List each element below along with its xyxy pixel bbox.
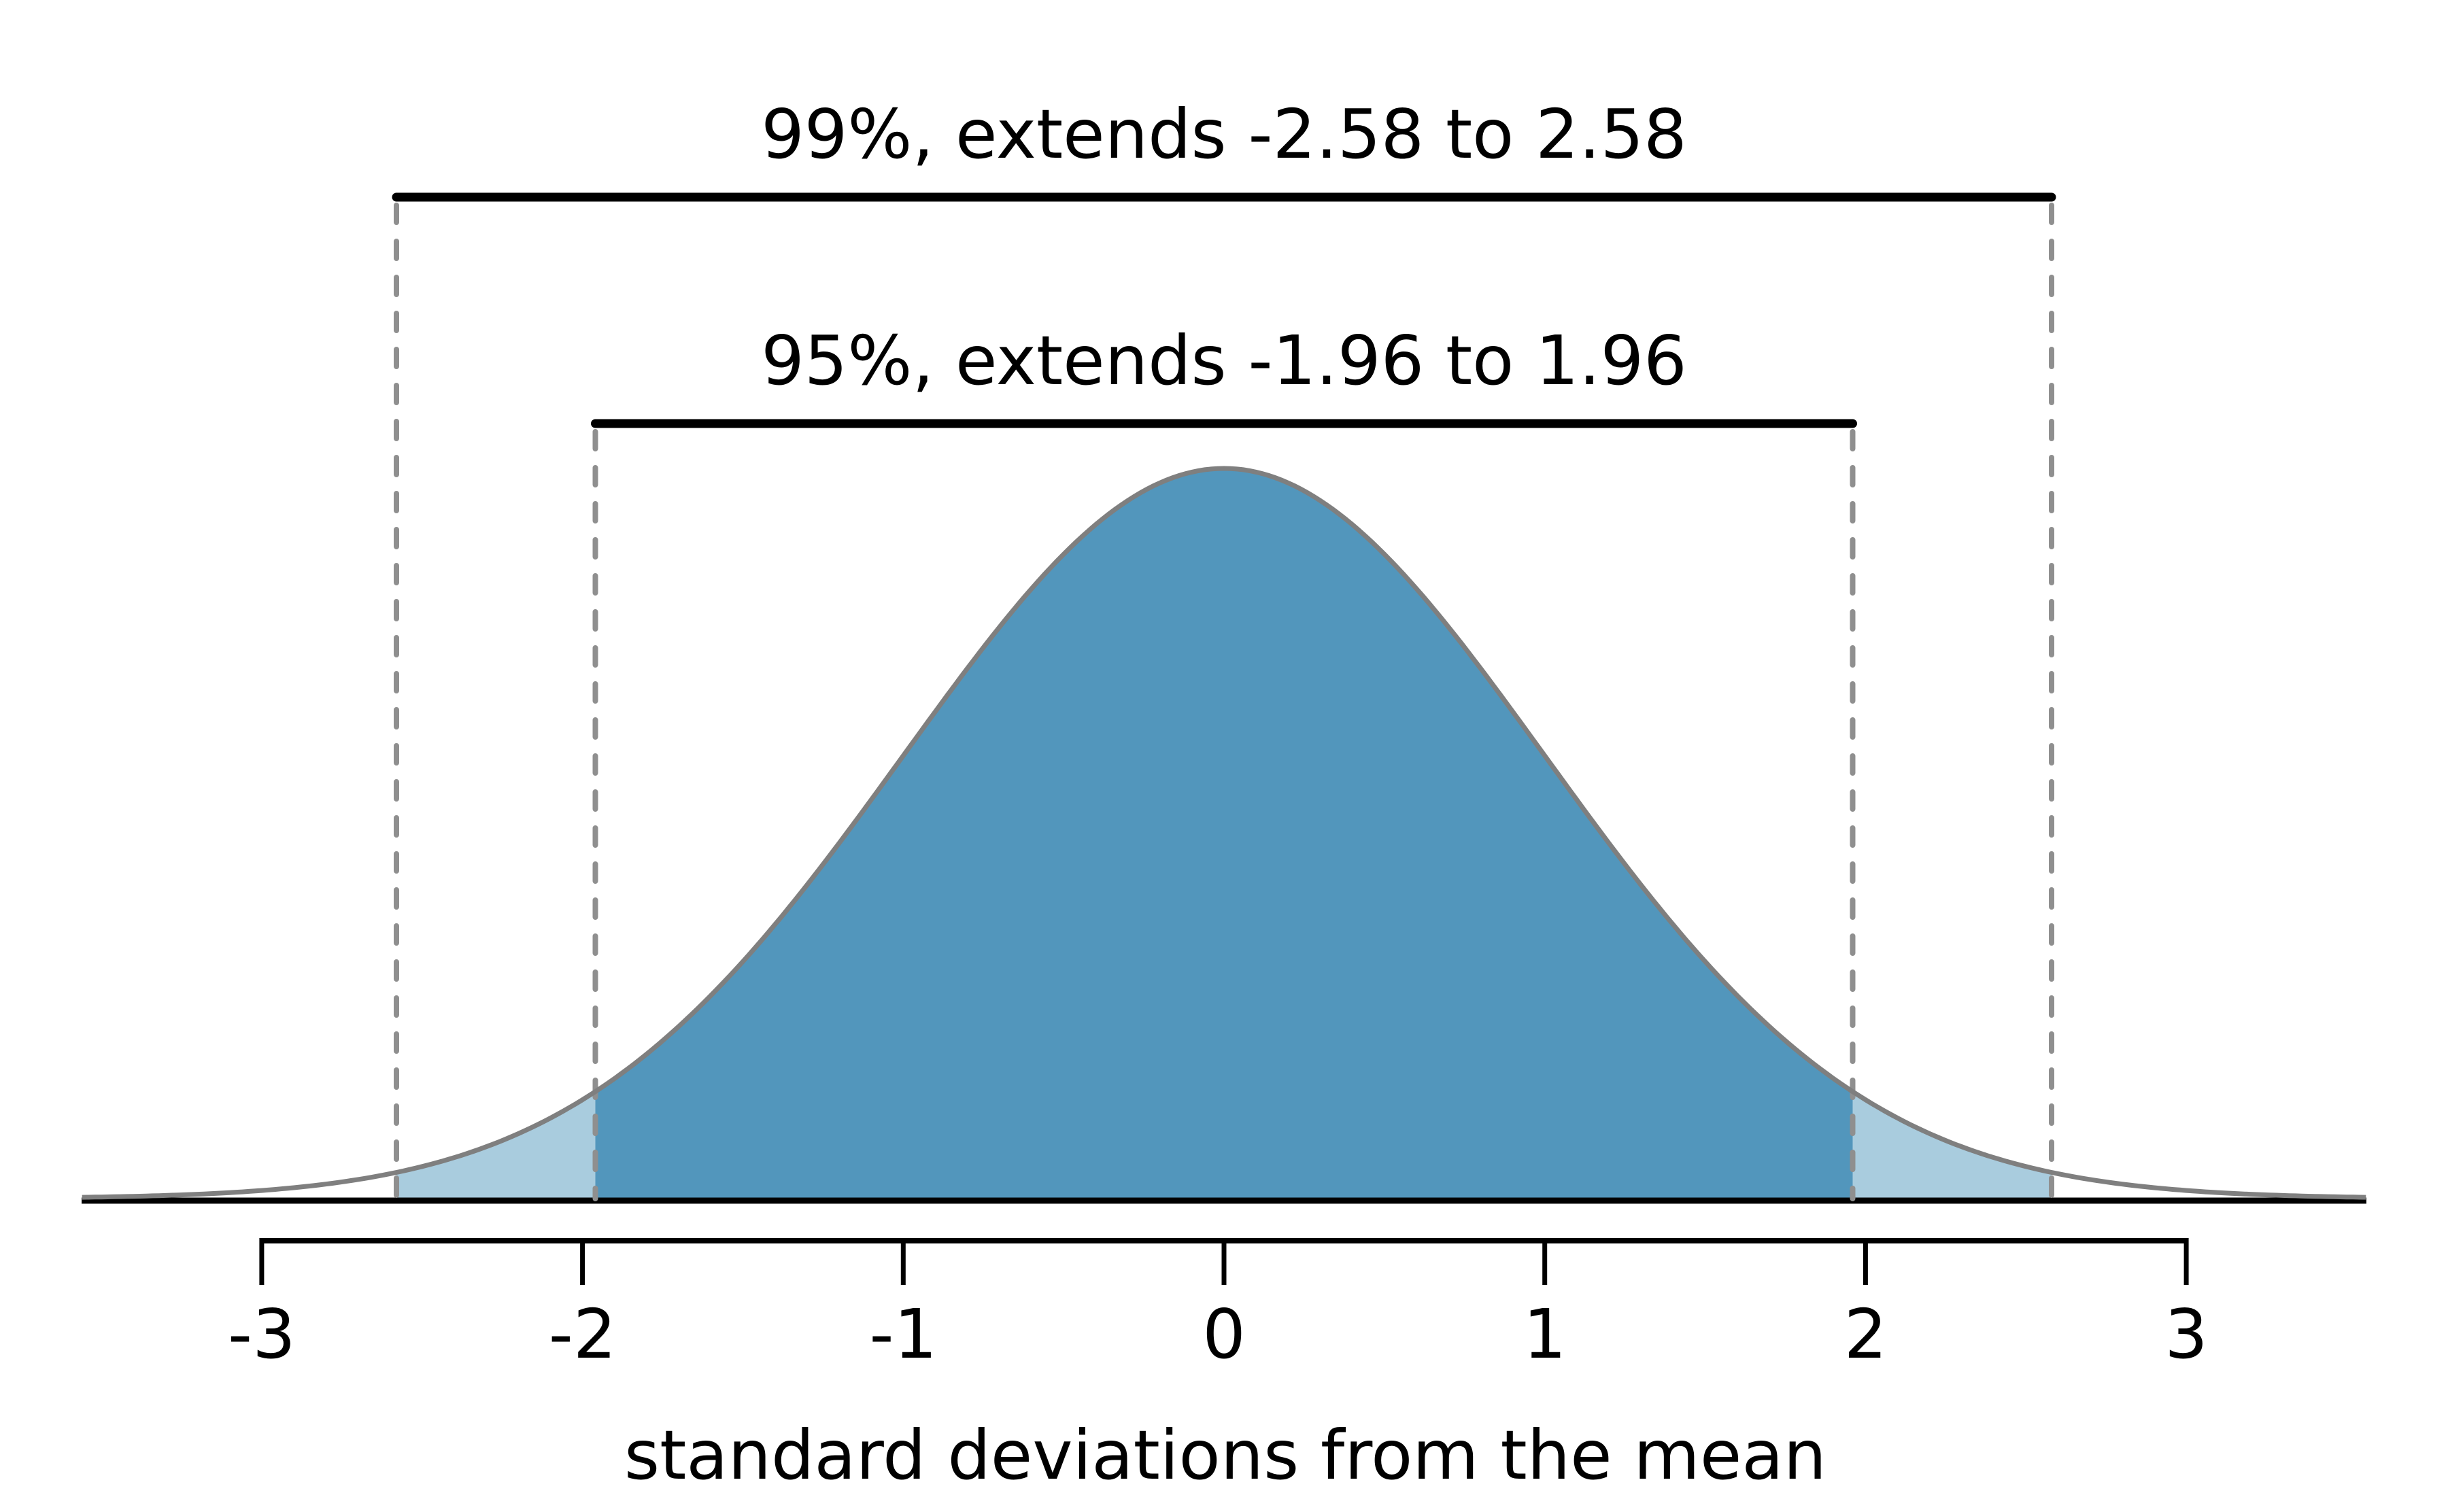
interval-brackets [392, 192, 2056, 428]
x-axis-tick-label: 3 [2164, 1294, 2208, 1374]
x-axis-tick-label: -1 [869, 1294, 937, 1374]
x-axis-title: standard deviations from the mean [624, 1415, 1826, 1495]
x-axis-tick-labels: -3 -2 -1 0 1 2 3 [228, 1294, 2208, 1374]
shaded-regions [396, 468, 2052, 1199]
interval-99-label: 99%, extends -2.58 to 2.58 [761, 94, 1687, 174]
x-axis-tick-label: -3 [228, 1294, 296, 1374]
density-curve [82, 466, 2366, 1200]
region-95-central-dark [595, 468, 1853, 1199]
x-axis-tick-label: 2 [1844, 1294, 1888, 1374]
interval-95-label: 95%, extends -1.96 to 1.96 [761, 321, 1687, 400]
x-axis [259, 1238, 2189, 1285]
x-axis-tick-label: 0 [1202, 1294, 1246, 1374]
x-axis-tick-label: -2 [549, 1294, 617, 1374]
x-axis-tick-label: 1 [1523, 1294, 1567, 1374]
density-curve-line [82, 466, 2366, 1200]
interval-boundary-dashed-lines [394, 203, 2054, 1201]
